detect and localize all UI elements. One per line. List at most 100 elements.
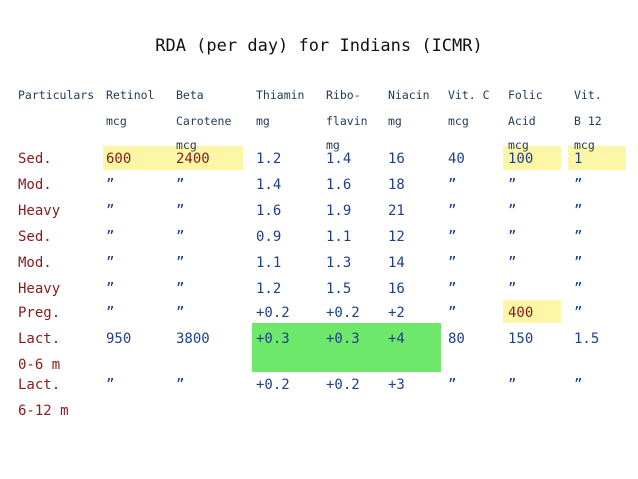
table-cell: 1.9	[326, 203, 352, 219]
table-cell: ”	[176, 377, 185, 393]
table-cell: 21	[388, 203, 405, 219]
table-cell: 1.5	[574, 331, 600, 347]
table-cell: 1.6	[256, 203, 282, 219]
column-header: B 12	[574, 114, 602, 128]
column-header: mcg	[508, 138, 529, 152]
table-cell: ”	[448, 229, 457, 245]
table-cell: ”	[448, 255, 457, 271]
table-cell: 1.2	[256, 281, 282, 297]
column-header: mcg	[176, 138, 197, 152]
table-cell: 0.9	[256, 229, 282, 245]
table-cell: ”	[106, 177, 115, 193]
column-header: Ribo-	[326, 88, 361, 102]
table-cell: +2	[388, 305, 405, 321]
table-cell: +0.3	[326, 331, 360, 347]
table-cell: 1.4	[256, 177, 282, 193]
row-label: Sed.	[18, 151, 52, 167]
table-cell: 3800	[176, 331, 210, 347]
table-cell: ”	[574, 203, 583, 219]
column-header: Niacin	[388, 88, 430, 102]
column-header: Retinol	[106, 88, 155, 102]
table-cell: ”	[176, 255, 185, 271]
column-header: Vit. C	[448, 88, 490, 102]
row-label: Lact.	[18, 377, 61, 393]
table-cell: +0.2	[256, 377, 290, 393]
column-header: Acid	[508, 114, 536, 128]
table-cell: 1.3	[326, 255, 352, 271]
table-cell: ”	[574, 229, 583, 245]
table-cell: 1.4	[326, 151, 352, 167]
table-cell: ”	[176, 203, 185, 219]
table-cell: ”	[176, 281, 185, 297]
table-cell: ”	[508, 281, 517, 297]
table-cell: ”	[508, 203, 517, 219]
table-cell: 14	[388, 255, 405, 271]
column-header: Particulars	[18, 88, 95, 102]
table-cell: 80	[448, 331, 465, 347]
table-cell: 400	[508, 305, 534, 321]
column-header: Beta	[176, 88, 204, 102]
table-cell: ”	[448, 281, 457, 297]
column-header: mcg	[448, 114, 469, 128]
table-cell: ”	[574, 305, 583, 321]
column-header: mg	[256, 114, 270, 128]
row-label: 0-6 m	[18, 357, 61, 373]
highlight-lact-thiamin-niacin	[252, 323, 441, 372]
column-header: mg	[326, 138, 340, 152]
column-header: Carotene	[176, 114, 232, 128]
table-cell: 1.5	[326, 281, 352, 297]
table-cell: ”	[106, 255, 115, 271]
table-cell: ”	[176, 177, 185, 193]
table-cell: +0.2	[326, 377, 360, 393]
table-cell: ”	[106, 305, 115, 321]
row-label: Mod.	[18, 177, 52, 193]
column-header: flavin	[326, 114, 368, 128]
table-cell: ”	[508, 377, 517, 393]
row-label: Heavy	[18, 281, 61, 297]
row-label: Preg.	[18, 305, 61, 321]
slide-title: RDA (per day) for Indians (ICMR)	[155, 36, 483, 56]
table-cell: ”	[574, 255, 583, 271]
column-header: mcg	[574, 138, 595, 152]
table-cell: ”	[508, 177, 517, 193]
table-cell: ”	[106, 229, 115, 245]
table-cell: ”	[106, 281, 115, 297]
table-cell: +0.2	[256, 305, 290, 321]
table-cell: 150	[508, 331, 534, 347]
table-cell: ”	[448, 377, 457, 393]
table-cell: 600	[106, 151, 132, 167]
table-cell: ”	[448, 203, 457, 219]
table-cell: 16	[388, 151, 405, 167]
column-header: Thiamin	[256, 88, 305, 102]
table-cell: 40	[448, 151, 465, 167]
row-label: 6-12 m	[18, 403, 69, 419]
highlight-sed-folic	[503, 146, 561, 170]
table-cell: 1.1	[256, 255, 282, 271]
table-cell: ”	[106, 377, 115, 393]
column-header: mcg	[106, 114, 127, 128]
row-label: Lact.	[18, 331, 61, 347]
row-label: Sed.	[18, 229, 52, 245]
highlight-sed-b12	[568, 146, 626, 170]
table-cell: +0.2	[326, 305, 360, 321]
table-cell: 2400	[176, 151, 210, 167]
table-cell: 1.1	[326, 229, 352, 245]
column-header: Vit.	[574, 88, 602, 102]
column-header: Folic	[508, 88, 543, 102]
table-cell: 12	[388, 229, 405, 245]
table-cell: +0.3	[256, 331, 290, 347]
table-cell: 1	[574, 151, 583, 167]
table-cell: ”	[176, 305, 185, 321]
table-cell: 950	[106, 331, 132, 347]
table-cell: ”	[574, 177, 583, 193]
table-cell: 100	[508, 151, 534, 167]
table-cell: +4	[388, 331, 405, 347]
table-cell: +3	[388, 377, 405, 393]
table-cell: ”	[508, 255, 517, 271]
row-label: Mod.	[18, 255, 52, 271]
table-cell: ”	[574, 377, 583, 393]
column-header: mg	[388, 114, 402, 128]
highlight-preg-folic	[503, 300, 561, 323]
table-cell: ”	[574, 281, 583, 297]
table-cell: 1.2	[256, 151, 282, 167]
